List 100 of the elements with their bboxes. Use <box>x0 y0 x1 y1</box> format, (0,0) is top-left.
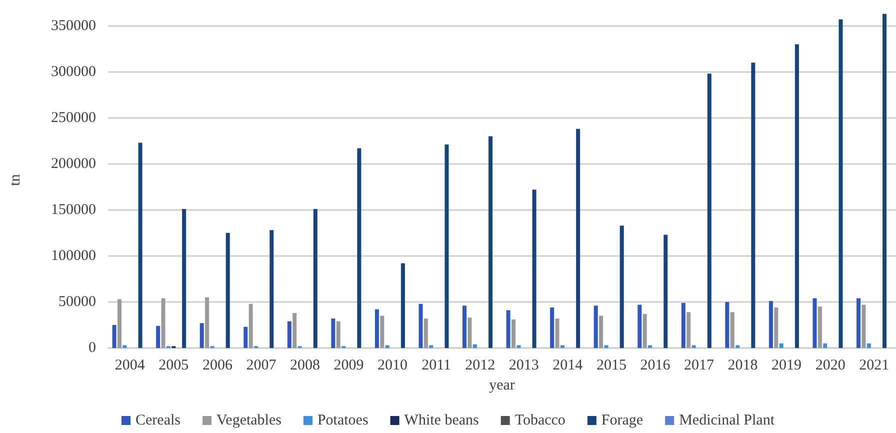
bar <box>511 319 516 348</box>
bar <box>664 234 668 348</box>
bar <box>374 309 379 348</box>
bar <box>226 232 230 348</box>
bar <box>838 19 843 348</box>
y-tick-label: 100000 <box>51 248 96 264</box>
x-tick-label: 2008 <box>290 358 320 374</box>
bar <box>638 304 642 348</box>
x-tick-label: 2019 <box>772 358 802 374</box>
legend-label: White beans <box>404 412 480 428</box>
legend-label: Cereals <box>136 412 181 428</box>
bar <box>648 345 652 348</box>
x-tick-label: 2004 <box>114 358 146 374</box>
y-tick-label: 350000 <box>51 18 96 34</box>
legend-label: Forage <box>601 412 644 428</box>
bar <box>336 321 340 348</box>
y-tick-label: 300000 <box>51 64 96 80</box>
bar <box>576 128 580 348</box>
bar <box>122 345 127 348</box>
bar <box>385 345 390 348</box>
bar <box>730 312 734 348</box>
bar <box>488 136 493 348</box>
x-tick-label: 2015 <box>596 358 626 374</box>
bar <box>156 326 160 348</box>
bar <box>862 304 866 348</box>
bar <box>604 345 608 348</box>
x-tick-label: 2014 <box>552 358 584 374</box>
bar <box>736 345 740 348</box>
bar <box>768 301 773 348</box>
bar <box>248 304 253 348</box>
bar <box>117 299 122 348</box>
bar <box>866 343 871 348</box>
bar <box>380 316 384 348</box>
x-tick-label: 2018 <box>728 358 758 374</box>
bar <box>462 306 467 348</box>
x-tick-label: 2006 <box>202 358 233 374</box>
bar <box>468 318 472 348</box>
x-tick-label: 2020 <box>815 358 846 374</box>
x-tick-label: 2016 <box>640 358 671 374</box>
legend-label: Tobacco <box>514 412 566 428</box>
x-tick-label: 2010 <box>378 358 408 374</box>
bar <box>823 343 828 348</box>
bar <box>532 190 536 348</box>
bar <box>599 316 604 348</box>
bar <box>424 318 428 348</box>
bar <box>642 314 647 348</box>
bar <box>287 321 292 348</box>
bar <box>400 263 405 348</box>
bar <box>244 326 248 348</box>
bar <box>594 306 598 348</box>
bar <box>292 313 297 348</box>
bar <box>794 44 799 348</box>
bar <box>357 148 362 348</box>
bar <box>112 324 116 348</box>
y-axis-title: tn <box>8 174 24 186</box>
bar <box>620 226 624 348</box>
bar <box>182 208 186 348</box>
bar <box>681 302 686 348</box>
bar <box>200 323 204 348</box>
bar <box>725 302 730 348</box>
x-tick-label: 2009 <box>334 358 364 374</box>
y-tick-label: 150000 <box>51 202 96 218</box>
bar <box>560 345 564 348</box>
bar <box>555 318 560 348</box>
bar <box>418 304 423 348</box>
bar <box>313 208 318 348</box>
x-tick-label: 2017 <box>684 358 714 374</box>
x-tick-label: 2012 <box>465 358 496 374</box>
x-tick-label: 2005 <box>158 358 189 374</box>
x-tick-label: 2013 <box>508 358 539 374</box>
bar <box>818 306 822 348</box>
x-tick-label: 2011 <box>422 358 452 374</box>
bar <box>270 230 274 348</box>
y-tick-label: 200000 <box>51 156 96 172</box>
bar <box>550 307 554 348</box>
bar <box>812 298 817 348</box>
bar <box>882 14 887 348</box>
y-tick-label: 0 <box>88 340 96 356</box>
bar <box>779 343 784 348</box>
bar <box>205 297 210 348</box>
bar <box>516 345 521 348</box>
bar <box>161 298 166 348</box>
bar <box>429 345 434 348</box>
legend-label: Medicinal Plant <box>679 412 776 428</box>
bar <box>751 62 756 348</box>
x-tick-label: 2021 <box>859 358 890 374</box>
x-axis-title: year <box>489 378 515 394</box>
bar <box>138 142 142 348</box>
bar <box>444 144 449 348</box>
bar <box>774 307 778 348</box>
bar <box>506 310 510 348</box>
legend-label: Vegetables <box>216 412 282 428</box>
y-tick-label: 50000 <box>58 294 96 310</box>
bar <box>856 298 861 348</box>
x-tick-label: 2007 <box>246 358 277 374</box>
bar <box>331 318 336 348</box>
bar <box>686 312 691 348</box>
bar <box>692 345 696 348</box>
legend-label: Potatoes <box>317 412 368 428</box>
bar <box>707 74 712 348</box>
